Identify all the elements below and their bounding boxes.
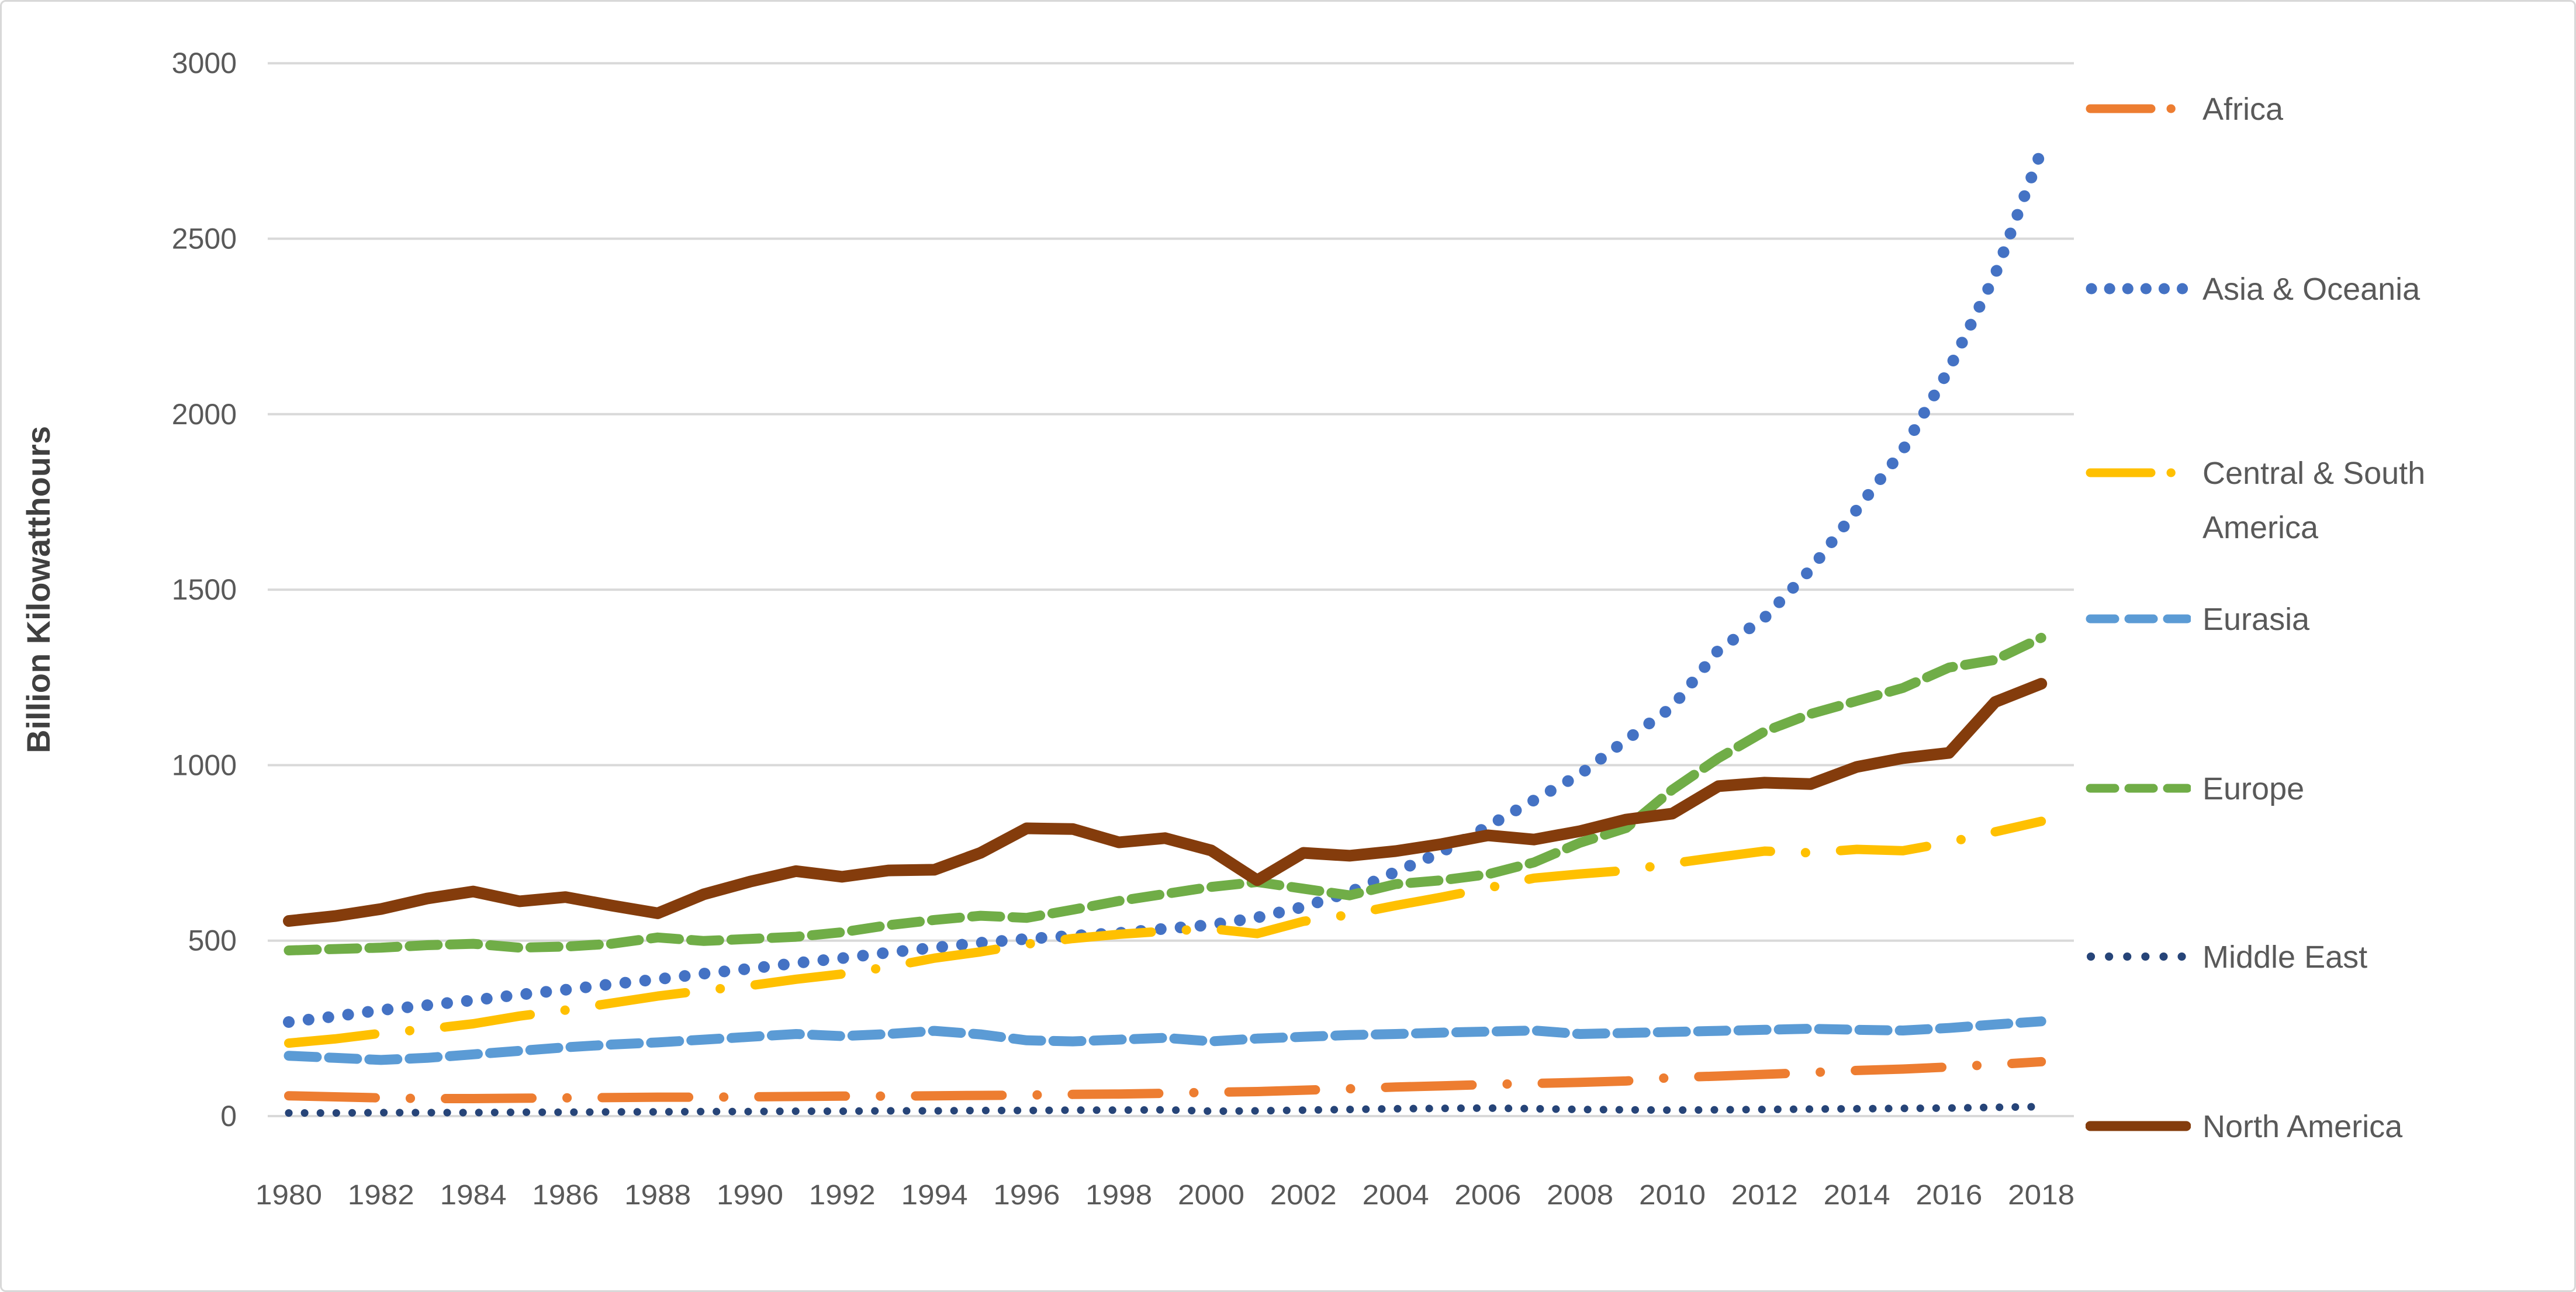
x-tick-label-1984: 1984 (440, 1180, 507, 1211)
y-axis-tick-labels: 3000 2500 2000 1500 1000 500 0 (172, 47, 237, 1132)
x-tick-label-2018: 2018 (2008, 1180, 2074, 1211)
legend-item-middle-east: Middle East (2086, 937, 2571, 985)
legend-swatch-central-south-america-icon (2086, 468, 2176, 477)
y-tick-label-1000: 1000 (172, 749, 237, 781)
y-tick-label-2500: 2500 (172, 223, 237, 255)
legend-item-europe: Europe (2086, 769, 2571, 816)
legend-label-europe: Europe (2202, 771, 2305, 806)
x-tick-label-2000: 2000 (1178, 1180, 1244, 1211)
x-tick-label-1996: 1996 (993, 1180, 1060, 1211)
x-tick-label-2008: 2008 (1547, 1180, 1613, 1211)
legend-item-central-south-america: Central & South America (2086, 453, 2571, 555)
x-tick-label-1988: 1988 (624, 1180, 691, 1211)
chart-legend: Africa Asia & Oceania Central & South Amer… (2086, 2, 2574, 1290)
legend-label-africa: Africa (2202, 92, 2284, 127)
legend-item-asia-oceania: Asia & Oceania (2086, 269, 2571, 317)
legend-label-asia-oceania: Asia & Oceania (2202, 272, 2421, 307)
legend-item-africa: Africa (2086, 89, 2571, 137)
x-tick-label-2010: 2010 (1639, 1180, 1706, 1211)
legend-swatch-north-america-icon (2086, 1121, 2191, 1131)
x-tick-label-1990: 1990 (717, 1180, 783, 1211)
series-line-africa (284, 1057, 2046, 1103)
legend-label-eurasia: Eurasia (2202, 602, 2310, 637)
legend-item-north-america: North America (2086, 1107, 2571, 1154)
x-tick-label-1994: 1994 (901, 1180, 968, 1211)
legend-label-central-south-america: Central & South America (2202, 456, 2426, 545)
x-tick-label-1998: 1998 (1085, 1180, 1152, 1211)
x-tick-label-1982: 1982 (348, 1180, 414, 1211)
y-tick-label-500: 500 (188, 924, 237, 957)
y-tick-label-3000: 3000 (172, 47, 237, 79)
legend-swatch-africa-icon (2086, 104, 2176, 113)
x-tick-label-1986: 1986 (532, 1180, 599, 1211)
series-line-eurasia (283, 1016, 2046, 1065)
legend-label-north-america: North America (2202, 1109, 2403, 1144)
x-tick-label-1980: 1980 (255, 1180, 322, 1211)
legend-swatch-middle-east-icon (2087, 952, 2190, 961)
legend-swatch-asia-oceania-icon (2086, 283, 2191, 295)
gridlines (268, 62, 2074, 1117)
legend-swatch-eurasia-icon (2086, 614, 2191, 624)
y-tick-label-1500: 1500 (172, 573, 237, 606)
x-tick-label-2016: 2016 (1915, 1180, 1982, 1211)
x-tick-label-1992: 1992 (809, 1180, 876, 1211)
series-line-middle-east (285, 1103, 2045, 1117)
x-tick-label-2002: 2002 (1270, 1180, 1337, 1211)
x-tick-label-2012: 2012 (1731, 1180, 1798, 1211)
x-tick-label-2006: 2006 (1454, 1180, 1521, 1211)
x-axis-tick-labels: 1980 1982 1984 1986 1988 1990 1992 1994 1996 1998… (255, 1180, 2074, 1211)
y-tick-label-2000: 2000 (172, 398, 237, 431)
legend-label-middle-east: Middle East (2202, 940, 2368, 975)
legend-swatch-europe-icon (2086, 784, 2191, 793)
y-axis-title: Billion Kilowatthours (20, 426, 57, 753)
series-line-north-america (283, 678, 2048, 927)
x-tick-label-2004: 2004 (1363, 1180, 1429, 1211)
legend-item-eurasia: Eurasia (2086, 600, 2571, 647)
series-line-asia-oceania (283, 145, 2048, 1028)
series-line-central-south-america (284, 816, 2046, 1048)
series-lines (283, 145, 2048, 1117)
x-tick-label-2014: 2014 (1824, 1180, 1890, 1211)
series-line-europe (283, 632, 2046, 955)
y-tick-label-0: 0 (220, 1100, 237, 1132)
